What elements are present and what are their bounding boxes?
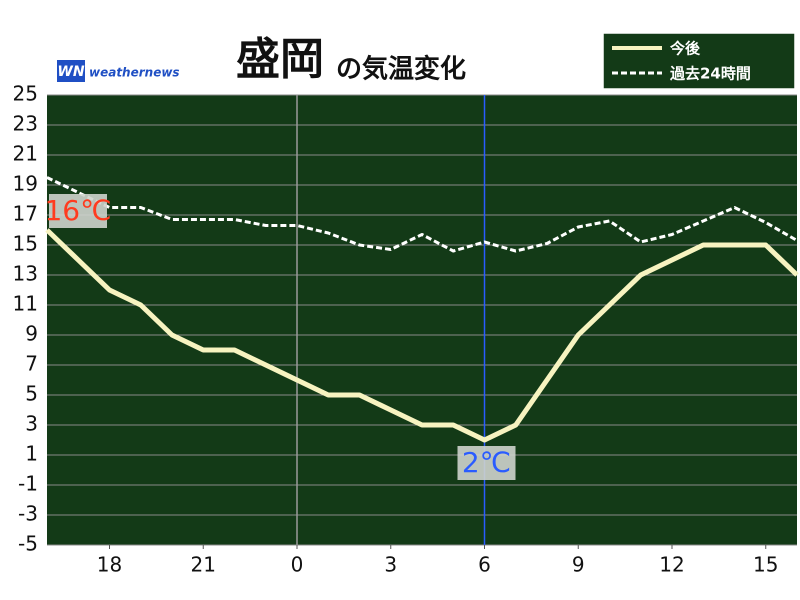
annotation-box [49,194,107,228]
y-tick-label: 1 [25,442,38,466]
logo-text: weathernews [89,66,180,80]
logo-mark: WN [57,64,84,80]
y-tick-label: -1 [18,472,38,496]
y-tick-label: 15 [13,232,38,256]
series-line [45,228,799,443]
y-tick-label: 11 [13,292,38,316]
x-tick-label: 6 [478,553,491,577]
x-tick-label: 12 [659,553,684,577]
y-tick-label: -3 [18,502,38,526]
x-tick-label: 9 [572,553,585,577]
annotation: 2℃ [457,446,516,480]
plot-area [47,95,797,545]
x-tick-label: 21 [191,553,216,577]
annotation-box [457,446,516,480]
annotation-text: 2℃ [462,446,511,479]
legend-label: 過去24時間 [669,65,751,83]
x-tick-label: 0 [291,553,304,577]
y-tick-label: 17 [13,202,38,226]
y-tick-label: 5 [25,382,38,406]
series-line [46,176,798,253]
legend-label: 今後 [669,40,701,58]
logo-mark-bg [57,60,85,82]
y-tick-label: 9 [25,322,38,346]
y-tick-label: 21 [13,142,38,166]
logo: WN weathernews [57,60,180,82]
legend-box [602,32,796,90]
y-tick-label: 25 [13,82,38,106]
y-tick-label: 7 [25,352,38,376]
x-tick-label: 15 [753,553,778,577]
chart-title: 盛岡 [236,34,324,85]
annotation-text: 16℃ [44,194,111,227]
y-tick-label: 3 [25,412,38,436]
x-tick-label: 3 [384,553,397,577]
annotation: 16℃ [44,194,112,228]
y-tick-label: -5 [18,532,38,556]
y-tick-label: 19 [13,172,38,196]
chart-subtitle: の気温変化 [336,54,466,85]
x-tick-label: 18 [97,553,122,577]
y-tick-label: 13 [13,262,38,286]
y-tick-label: 23 [13,112,38,136]
